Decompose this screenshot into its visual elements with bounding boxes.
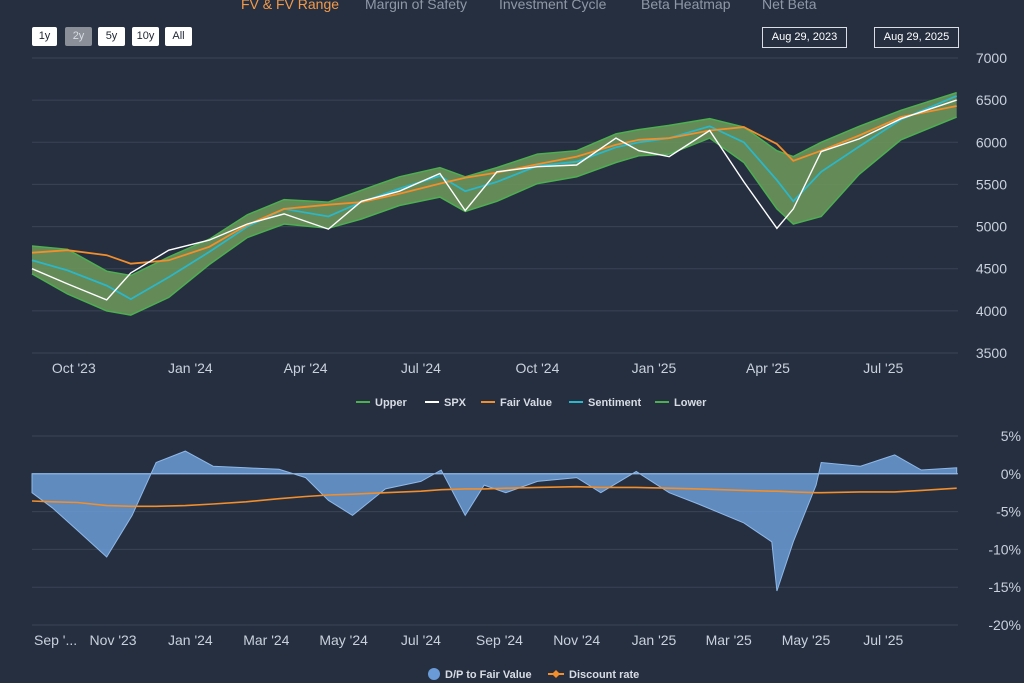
legend-spx: SPX (444, 397, 467, 409)
bottom-chart-legend: D/P to Fair Value Discount rate (428, 668, 639, 681)
bottom-chart-plot-area (31, 450, 958, 592)
bottom-chart-y-axis: 5% 0% -5% -10% -15% -20% (988, 428, 1021, 633)
lower-band-line (31, 116, 957, 316)
bottom-x-tick-label: Sep '24 (476, 632, 523, 648)
legend-upper: Upper (375, 397, 408, 409)
tab-fv-range[interactable]: FV & FV Range (241, 0, 340, 12)
fv-range-band (32, 92, 957, 316)
bottom-y-tick-label: -5% (996, 504, 1021, 520)
spx-line (31, 99, 957, 301)
bottom-chart-x-axis: Sep '... Nov '23 Jan '24 Mar '24 May '24 Jul … (34, 632, 903, 648)
legend-dp-to-fair-value: D/P to Fair Value (445, 669, 532, 681)
legend-sentiment: Sentiment (588, 397, 642, 409)
bottom-x-tick-label: Nov '23 (90, 632, 137, 648)
bottom-x-tick-label: Mar '24 (243, 632, 289, 648)
discount-rate-line (31, 485, 957, 508)
bottom-x-tick-label: Jan '24 (168, 632, 213, 648)
top-y-tick-label: 3500 (976, 345, 1007, 361)
legend-discount-rate-marker (552, 670, 560, 678)
top-y-tick-label: 5000 (976, 219, 1007, 235)
top-x-tick-label: Jul '25 (863, 360, 903, 376)
end-date-input[interactable]: Aug 29, 2025 (874, 27, 959, 48)
top-y-tick-label: 4500 (976, 261, 1007, 277)
bottom-chart-gridlines (32, 435, 958, 626)
price-fair-value-chart: 7000 6500 6000 5500 5000 4500 4000 3500 Oct '23… (31, 50, 1007, 409)
top-chart-x-axis: Oct '23 Jan '24 Apr '24 Jul '24 Oct '24 Jan '… (52, 360, 904, 376)
bottom-y-tick-label: -10% (988, 541, 1021, 557)
bottom-x-tick-label: May '25 (782, 632, 831, 648)
tab-net-beta[interactable]: Net Beta (762, 0, 817, 12)
top-y-tick-label: 6000 (976, 134, 1007, 150)
top-chart-plot-area (31, 91, 958, 316)
legend-discount-rate: Discount rate (569, 669, 639, 681)
top-y-tick-label: 6500 (976, 92, 1007, 108)
top-x-tick-label: Jan '24 (168, 360, 213, 376)
bottom-y-tick-label: 0% (1001, 466, 1021, 482)
top-x-tick-label: Oct '23 (52, 360, 96, 376)
start-date-input[interactable]: Aug 29, 2023 (762, 27, 847, 48)
bottom-x-tick-label: Jan '25 (632, 632, 677, 648)
top-chart-legend: Upper SPX Fair Value Sentiment Lower (356, 397, 707, 409)
top-x-tick-label: Apr '25 (746, 360, 790, 376)
legend-fair-value: Fair Value (500, 397, 552, 409)
bottom-x-tick-label: Sep '... (34, 632, 77, 648)
bottom-y-tick-label: -20% (988, 617, 1021, 633)
bottom-x-tick-label: Nov '24 (553, 632, 600, 648)
top-y-tick-label: 7000 (976, 50, 1007, 66)
top-chart-y-axis: 7000 6500 6000 5500 5000 4500 4000 3500 (976, 50, 1007, 361)
top-y-tick-label: 5500 (976, 176, 1007, 192)
bottom-x-tick-label: Jul '25 (863, 632, 903, 648)
range-button-5y[interactable]: 5y (98, 27, 125, 46)
legend-lower: Lower (674, 397, 707, 409)
bottom-x-tick-label: May '24 (319, 632, 368, 648)
bottom-y-tick-label: 5% (1001, 428, 1021, 444)
tab-margin-of-safety[interactable]: Margin of Safety (365, 0, 467, 12)
dp-to-fair-value-area (31, 450, 958, 592)
bottom-y-tick-label: -15% (988, 579, 1021, 595)
top-x-tick-label: Oct '24 (515, 360, 559, 376)
range-button-1y[interactable]: 1y (32, 27, 57, 46)
tab-beta-heatmap[interactable]: Beta Heatmap (641, 0, 731, 12)
chart-tabs: FV & FV Range Margin of Safety Investmen… (0, 0, 1024, 16)
top-x-tick-label: Jan '25 (632, 360, 677, 376)
top-y-tick-label: 4000 (976, 303, 1007, 319)
bottom-x-tick-label: Jul '24 (401, 632, 441, 648)
tab-investment-cycle[interactable]: Investment Cycle (499, 0, 607, 12)
top-x-tick-label: Apr '24 (284, 360, 328, 376)
top-x-tick-label: Jul '24 (401, 360, 441, 376)
sentiment-line (31, 95, 958, 301)
bottom-x-tick-label: Mar '25 (706, 632, 752, 648)
range-button-all[interactable]: All (165, 27, 192, 46)
range-button-2y[interactable]: 2y (65, 27, 92, 46)
range-button-10y[interactable]: 10y (132, 27, 159, 46)
legend-dp-to-fair-value-swatch (428, 668, 440, 680)
